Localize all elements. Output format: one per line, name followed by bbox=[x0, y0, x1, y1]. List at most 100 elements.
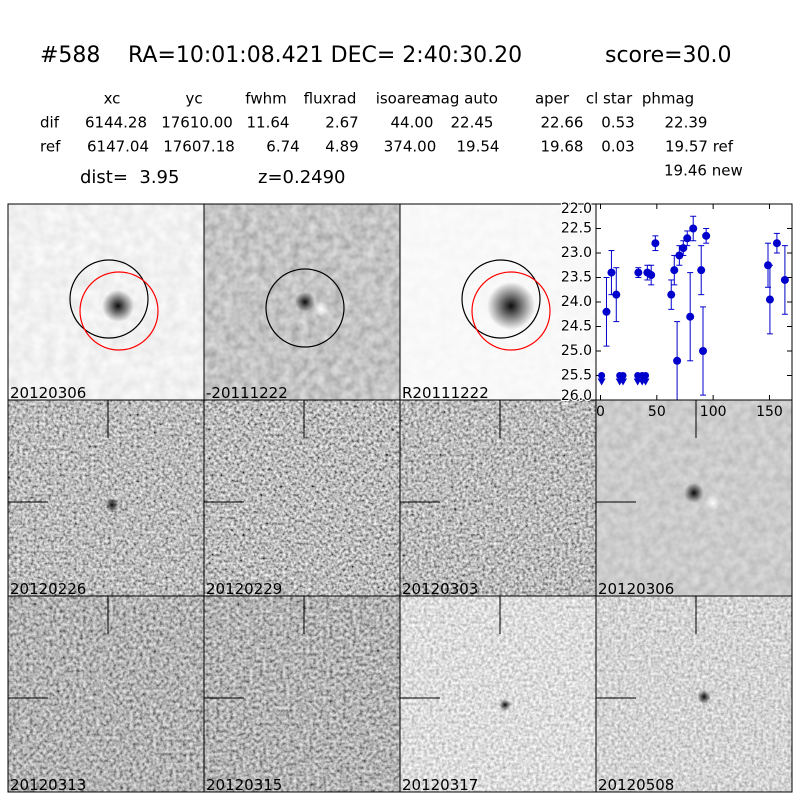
image-panel bbox=[8, 400, 204, 596]
data-point bbox=[651, 239, 660, 248]
table-cell: 6147.04 bbox=[87, 138, 149, 156]
row-label: dif bbox=[40, 114, 60, 132]
coordinates: RA=10:01:08.421 DEC= 2:40:30.20 bbox=[128, 43, 522, 68]
table-cell: 17610.00 bbox=[161, 114, 233, 132]
data-point bbox=[675, 251, 684, 260]
image-panel bbox=[400, 400, 596, 596]
plot-frame bbox=[595, 203, 793, 401]
panel-label: 20120317 bbox=[402, 776, 478, 794]
table-cell: 17607.18 bbox=[163, 138, 235, 156]
y-tick-label: 24.0 bbox=[561, 294, 592, 310]
table-cell: 22.45 bbox=[451, 114, 494, 132]
new-mag: 19.46 new bbox=[664, 162, 743, 180]
x-tick-label: 0 bbox=[596, 404, 605, 420]
distance: dist= 3.95 bbox=[80, 167, 179, 188]
table-cell: 2.67 bbox=[325, 114, 358, 132]
image-panel bbox=[204, 400, 400, 596]
y-tick-label: 23.5 bbox=[561, 270, 592, 286]
y-tick-label: 25.5 bbox=[561, 368, 592, 384]
column-header: mag auto bbox=[426, 90, 498, 108]
table-cell: 44.00 bbox=[391, 114, 434, 132]
panel-label: R20111222 bbox=[402, 384, 489, 402]
image-grid: 20120306 -20111222 R20111222 20120226 201202… bbox=[7, 203, 793, 794]
aperture bbox=[461, 259, 541, 339]
y-tick-label: 23.0 bbox=[561, 245, 592, 261]
table-cell: 6.74 bbox=[266, 138, 299, 156]
table-cell: 22.39 bbox=[665, 114, 708, 132]
table-cell: 374.00 bbox=[384, 138, 437, 156]
table-cell: 6144.28 bbox=[85, 114, 147, 132]
data-point bbox=[634, 268, 643, 277]
panel-border bbox=[595, 595, 793, 793]
candidate-id: #588 bbox=[40, 43, 100, 68]
data-point bbox=[670, 266, 679, 275]
data-point bbox=[772, 239, 781, 248]
column-header: fwhm bbox=[245, 90, 286, 108]
data-point bbox=[686, 312, 695, 321]
y-tick-label: 25.0 bbox=[561, 343, 592, 359]
y-tick-label: 22.0 bbox=[561, 201, 592, 217]
source bbox=[105, 498, 119, 512]
source bbox=[102, 290, 134, 322]
table-cell: 19.68 bbox=[541, 138, 584, 156]
x-tick-label: 50 bbox=[648, 404, 666, 420]
column-header: fluxrad bbox=[304, 90, 357, 108]
image-panel bbox=[8, 596, 204, 792]
table-cell: 4.89 bbox=[325, 138, 358, 156]
data-point bbox=[642, 372, 650, 379]
source bbox=[487, 282, 535, 330]
image-panel bbox=[400, 596, 596, 792]
y-tick-label: 24.5 bbox=[561, 319, 592, 335]
panel-label: 20120306 bbox=[10, 384, 86, 402]
source bbox=[313, 301, 329, 317]
column-header: aper bbox=[535, 90, 570, 108]
panel-label: 20120315 bbox=[206, 776, 282, 794]
aperture bbox=[69, 259, 149, 339]
column-header: phmag bbox=[642, 90, 694, 108]
table-cell: 19.57 ref bbox=[665, 138, 734, 156]
x-tick-label: 150 bbox=[756, 404, 783, 420]
x-tick-label: 100 bbox=[700, 404, 727, 420]
table-cell: 11.64 bbox=[247, 114, 290, 132]
data-point bbox=[673, 356, 682, 365]
row-label: ref bbox=[40, 138, 61, 156]
source bbox=[295, 292, 315, 312]
upper-limit bbox=[619, 378, 628, 386]
data-point bbox=[619, 372, 627, 379]
aperture bbox=[265, 268, 345, 348]
source bbox=[697, 690, 711, 704]
data-point bbox=[780, 275, 789, 284]
aperture bbox=[471, 271, 551, 351]
column-header: yc bbox=[185, 90, 202, 108]
data-point bbox=[689, 224, 698, 233]
data-layer bbox=[597, 215, 789, 400]
panel-label: 20120229 bbox=[206, 580, 282, 598]
data-point bbox=[699, 347, 708, 355]
upper-limit bbox=[641, 378, 650, 386]
panel-label: 20120306 bbox=[598, 580, 674, 598]
data-point bbox=[697, 266, 706, 275]
data-point bbox=[607, 268, 616, 277]
data-point bbox=[647, 271, 656, 280]
column-header: cl star bbox=[586, 90, 633, 108]
plot-area bbox=[596, 204, 792, 400]
data-point bbox=[765, 295, 774, 304]
aperture bbox=[79, 271, 159, 351]
image-panel bbox=[204, 596, 400, 792]
data-point bbox=[702, 231, 711, 240]
y-tick-label: 22.5 bbox=[561, 221, 592, 237]
score: score=30.0 bbox=[605, 43, 732, 68]
upper-limit bbox=[597, 378, 606, 386]
table-cell: 22.66 bbox=[541, 114, 584, 132]
panel-label: 20120508 bbox=[598, 776, 674, 794]
panel-label: 20120226 bbox=[10, 580, 86, 598]
data-point bbox=[667, 290, 676, 299]
table-cell: 0.03 bbox=[601, 138, 634, 156]
redshift: z=0.2490 bbox=[258, 167, 346, 188]
source bbox=[705, 495, 721, 511]
table-cell: 0.53 bbox=[601, 114, 634, 132]
panel-label: -20111222 bbox=[206, 384, 288, 402]
data-point bbox=[598, 372, 606, 379]
panel-label: 20120313 bbox=[10, 776, 86, 794]
